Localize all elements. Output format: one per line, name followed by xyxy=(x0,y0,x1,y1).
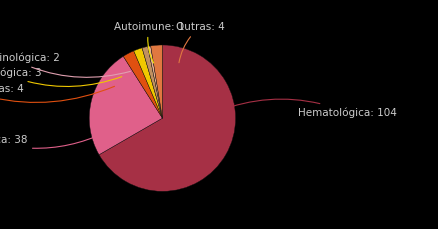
Wedge shape xyxy=(150,45,162,118)
Wedge shape xyxy=(148,46,162,118)
Text: Hematológica: 104: Hematológica: 104 xyxy=(217,99,396,117)
Text: Doenças Infecciosas: 4: Doenças Infecciosas: 4 xyxy=(0,84,114,102)
Wedge shape xyxy=(123,51,162,118)
Text: Autoimune: 1: Autoimune: 1 xyxy=(114,22,184,63)
Wedge shape xyxy=(89,56,162,155)
Wedge shape xyxy=(134,48,162,118)
Text: Endocrinológica: 2: Endocrinológica: 2 xyxy=(0,53,130,77)
Text: Outras: 4: Outras: 4 xyxy=(176,22,224,63)
Wedge shape xyxy=(99,45,235,191)
Wedge shape xyxy=(142,46,162,118)
Text: Cardiológica: 3: Cardiológica: 3 xyxy=(0,68,121,87)
Text: Neurológica: 38: Neurológica: 38 xyxy=(0,133,105,148)
